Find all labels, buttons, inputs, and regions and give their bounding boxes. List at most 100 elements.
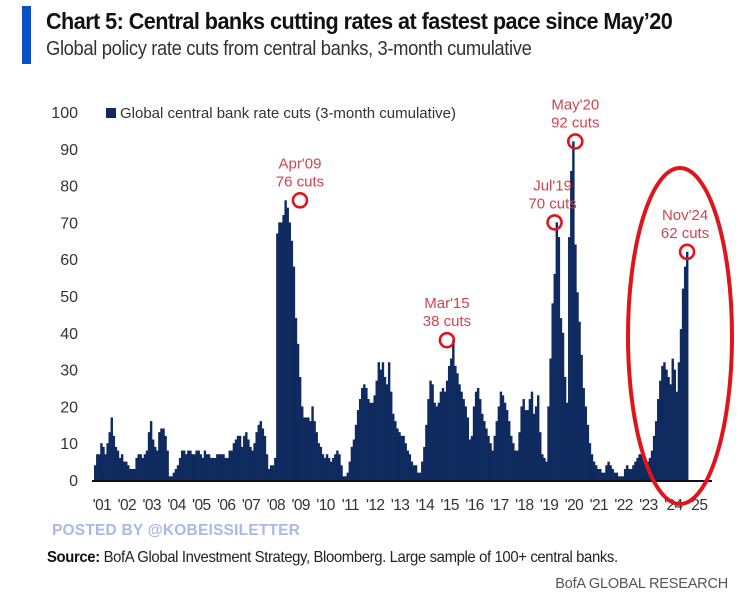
bar [613,472,616,480]
y-tick-label: 50 [60,289,78,306]
bar [332,457,335,480]
bar [243,435,246,480]
bar [412,465,416,480]
bar [499,391,503,480]
bar [327,457,331,480]
bar [178,457,182,480]
bar [350,446,354,480]
bar [199,454,202,480]
bar [466,417,470,480]
bar [249,446,252,480]
bar [483,421,486,480]
bar [458,384,461,480]
bar [561,332,565,480]
y-tick-label: 60 [60,252,78,269]
bar [143,454,147,480]
bar [114,446,118,480]
bar [661,365,664,480]
bar [681,288,685,480]
bar [644,465,648,480]
bar [214,457,217,480]
bar [294,318,298,480]
bar [677,362,681,480]
y-tick-label: 10 [60,436,78,453]
bar [530,391,534,480]
bar [354,424,358,480]
bar [164,435,167,480]
bar [240,446,244,480]
bar [147,432,151,480]
bar [468,439,472,480]
bar [230,450,234,480]
bar [657,399,660,480]
bar [472,406,476,480]
bar [232,443,236,480]
bar [541,454,544,480]
x-tick-label: '25 [689,497,707,514]
annotation-date: Mar'15 [424,295,469,312]
bar [427,399,430,480]
bar [416,472,420,480]
bar [278,222,281,480]
bar [216,454,219,480]
bar [296,343,300,480]
bar [145,450,149,480]
bar [667,376,670,480]
bar [377,362,381,480]
bar [334,454,337,480]
bar [381,362,385,480]
bar [590,454,594,480]
bar [390,391,393,480]
bar [166,450,169,480]
bar [526,410,530,480]
bar [669,384,672,480]
bar [191,454,194,480]
bar [572,141,575,480]
bar [485,428,488,480]
annotation-value: 76 cuts [276,173,324,190]
bar [245,432,248,480]
bar [559,318,563,480]
bar [632,465,635,480]
x-tick-label: '14 [416,497,435,514]
annotation-marker [546,214,563,231]
legend-label: Global central bank rate cuts (3-month c… [120,105,456,122]
bar [580,354,583,480]
bar [301,406,304,480]
bar [209,457,213,480]
bar [510,435,513,480]
bar [408,454,412,480]
annotation-date: May'20 [551,96,599,113]
bar [576,292,579,480]
bar [203,450,207,480]
x-tick-label: '06 [217,497,235,514]
bar [454,365,457,480]
bar [282,215,285,481]
bar [116,450,120,480]
bar [392,413,395,480]
annotation-value: 62 cuts [661,225,709,242]
bar [307,417,310,480]
bar [609,465,612,480]
bar [565,402,569,480]
annotation-date: Jul'19 [533,177,572,194]
bar [433,402,436,480]
bar [547,406,550,480]
bar [172,472,176,480]
x-axis: '01 '02 '03 '04 '05 '06 '07 '08 '09 '10 '11 '12 '13 '… [93,497,708,514]
bar [611,468,614,480]
bar [365,388,368,480]
bar [532,413,536,480]
bar [118,457,122,480]
bar [286,207,289,480]
bar [290,240,294,480]
bar [259,421,263,480]
bar [356,410,360,480]
bar [274,457,277,480]
bar [284,200,287,480]
x-tick-label: '11 [342,497,359,514]
bar [628,468,631,480]
bar [663,362,666,480]
bar [98,454,101,480]
bar [586,424,590,480]
